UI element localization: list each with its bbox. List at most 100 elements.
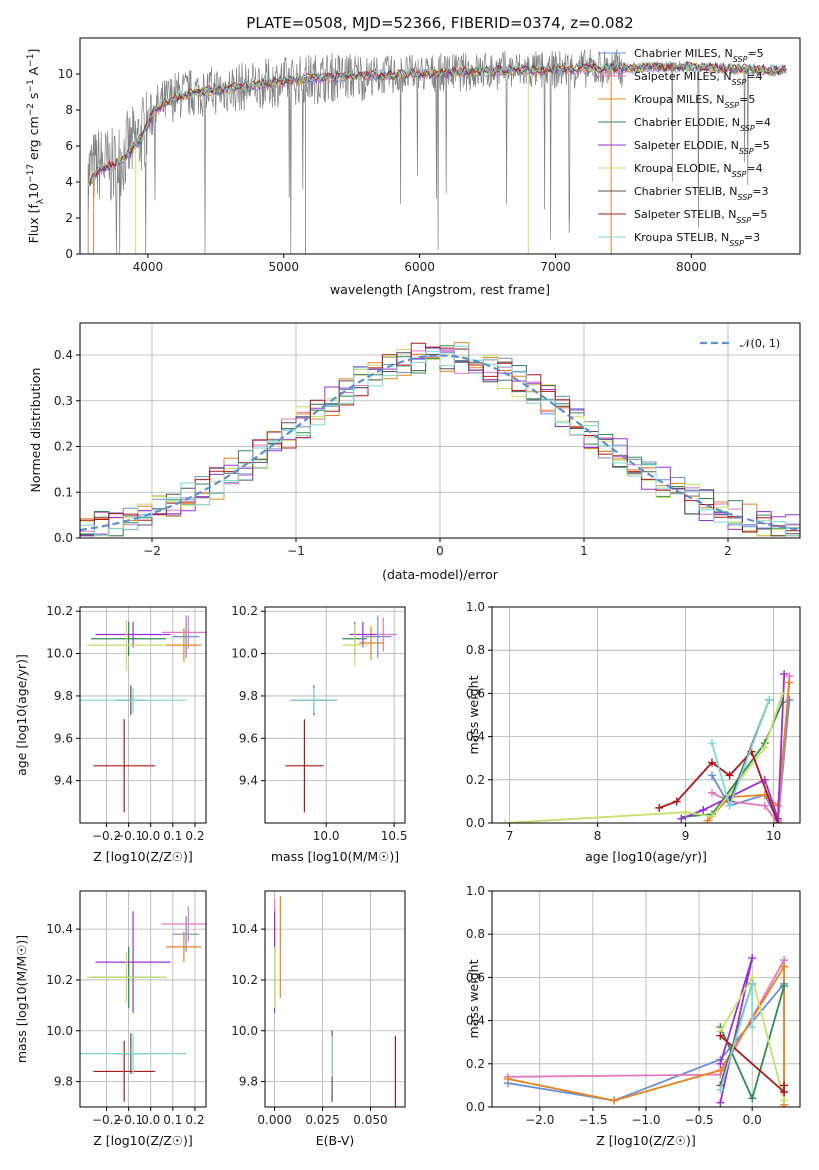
y-tick-label: 0.6: [466, 686, 485, 700]
x-axis-label: age [log10(age/yr)]: [585, 849, 707, 864]
x-tick-label: 0.2: [185, 1113, 204, 1127]
x-axis-label: E(B-V): [316, 1133, 355, 1148]
point-kroupa-stelib: [80, 687, 187, 713]
x-tick-label: 10.5: [381, 829, 408, 843]
axes-frame: [79, 37, 801, 255]
x-axis-label: wavelength [Angstrom, rest frame]: [330, 282, 550, 297]
point-salpeter-stelib: [93, 1040, 156, 1102]
marker: [780, 982, 789, 991]
x-tick-label: 7000: [540, 260, 571, 274]
point-kroupa-stelib: [80, 1033, 187, 1074]
y-tick-label: 9.8: [54, 1075, 73, 1089]
y-tick-label: 10.2: [231, 604, 258, 618]
y-axis-label: mass weight: [466, 959, 481, 1038]
y-tick-label: 0.2: [466, 773, 485, 787]
x-tick-label: −0.1: [114, 829, 143, 843]
y-tick-label: 10.2: [46, 604, 73, 618]
legend-label: Chabrier MILES, NSSP=5: [634, 47, 764, 64]
y-tick-label: 4: [65, 175, 73, 189]
x-tick-label: −2.0: [525, 1113, 554, 1127]
x-tick-label: 5000: [269, 260, 300, 274]
y-tick-label: 9.6: [54, 731, 73, 745]
x-tick-label: −1.0: [631, 1113, 660, 1127]
x-tick-label: 2: [724, 544, 732, 558]
axes-residuals: −2 −1 0 1 2 0.0 0.1 0.2 0.3 0.4 𝒩(0, 1) (data-model…: [28, 322, 801, 582]
marker: [655, 803, 664, 812]
x-tick-label: 0.1: [163, 1113, 182, 1127]
point-kroupa-elodie: [86, 951, 167, 1003]
x-tick-label: −0.2: [92, 829, 121, 843]
marker: [716, 1031, 725, 1040]
y-tick-label: 9.8: [54, 689, 73, 703]
legend-label: Salpeter MILES, NSSP=4: [634, 70, 763, 87]
marker: [708, 758, 716, 767]
y-tick-label: 10.2: [231, 973, 258, 987]
x-tick-label: 0.0: [141, 829, 160, 843]
y-tick-label: 9.4: [54, 774, 73, 788]
plot-area-age-Z: [80, 615, 206, 813]
marker: [725, 771, 734, 780]
y-tick-label: 10.4: [231, 922, 258, 936]
spectrum-legend: Chabrier MILES, NSSP=5 Salpeter MILES, NS…: [598, 47, 771, 248]
x-tick-label: 10: [766, 829, 781, 843]
x-tick-label: 0.050: [353, 1113, 387, 1127]
point-kroupa-elodie: [86, 619, 167, 671]
y-tick-label: 0.0: [466, 816, 485, 830]
legend-label: Kroupa STELIB, NSSP=3: [634, 231, 760, 248]
y-tick-label: 9.4: [239, 774, 258, 788]
marker: [703, 816, 712, 823]
legend-label: Chabrier ELODIE, NSSP=4: [634, 116, 771, 133]
series-salpeter-stelib: [658, 750, 779, 823]
x-tick-label: 0.0: [141, 1113, 160, 1127]
x-axis-label: Z [log10(Z/Z☉)]: [596, 1133, 696, 1148]
marker: [708, 771, 716, 780]
marker: [785, 678, 794, 687]
y-tick-label: 10.0: [46, 1024, 73, 1038]
point-chabrier-miles: [172, 916, 200, 952]
axes-mass-weight-Z: −2.0 −1.5 −1.0 −0.5 0.0 0.0 0.2 0.4 0.6 0.8 1.0 Z […: [466, 884, 801, 1148]
y-tick-label: 0.8: [466, 643, 485, 657]
point-salpeter-elodie: [95, 621, 171, 648]
x-tick-label: 10.0: [313, 829, 340, 843]
marker: [765, 695, 774, 704]
y-tick-label: 0.1: [54, 485, 73, 499]
axes-frame: [79, 606, 207, 824]
axes-frame: [264, 890, 406, 1108]
x-tick-label: −1: [287, 544, 305, 558]
y-tick-label: 0.2: [466, 1057, 485, 1071]
y-tick-label: 0.6: [466, 970, 485, 984]
axes-age-Z: −0.2−0.10.0 0.1 0.2 9.4 9.6 9.8 10.0 10.2 Z [log…: [14, 604, 207, 864]
marker: [774, 819, 782, 823]
x-tick-label: 0.000: [257, 1113, 291, 1127]
marker: [672, 797, 681, 806]
marker: [778, 689, 787, 698]
point-kroupa-miles: [166, 931, 202, 963]
marker: [610, 1096, 619, 1105]
x-tick-label: −0.2: [92, 1113, 121, 1127]
y-tick-label: 10.4: [46, 922, 73, 936]
hist-salpeter-elodie: [80, 347, 800, 537]
y-tick-label: 1.0: [466, 884, 485, 898]
point-chabrier-miles: [172, 615, 200, 658]
marker: [708, 812, 716, 821]
marker: [748, 953, 757, 962]
marker: [748, 1023, 757, 1032]
marker: [501, 819, 510, 823]
y-axis-label: age [log10(age/yr)]: [14, 654, 29, 776]
x-tick-label: 9: [682, 829, 690, 843]
legend-label: Salpeter STELIB, NSSP=5: [634, 208, 767, 225]
y-tick-label: 0: [65, 247, 73, 261]
marker: [716, 1059, 725, 1068]
x-tick-label: −1.5: [578, 1113, 607, 1127]
y-tick-label: 10.0: [231, 1024, 258, 1038]
axes-frame: [79, 890, 207, 1108]
marker: [708, 788, 716, 797]
marker: [780, 669, 789, 678]
plot-area-spectrum: [87, 48, 787, 254]
series-salpeter-elodie: [719, 957, 754, 1103]
marker: [780, 962, 789, 971]
y-tick-label: 8: [65, 103, 73, 117]
marker: [503, 1074, 512, 1083]
axes-spectrum: 4000 5000 6000 7000 8000 0 2 4 6 8 10 Chabrier MILE…: [26, 37, 801, 297]
